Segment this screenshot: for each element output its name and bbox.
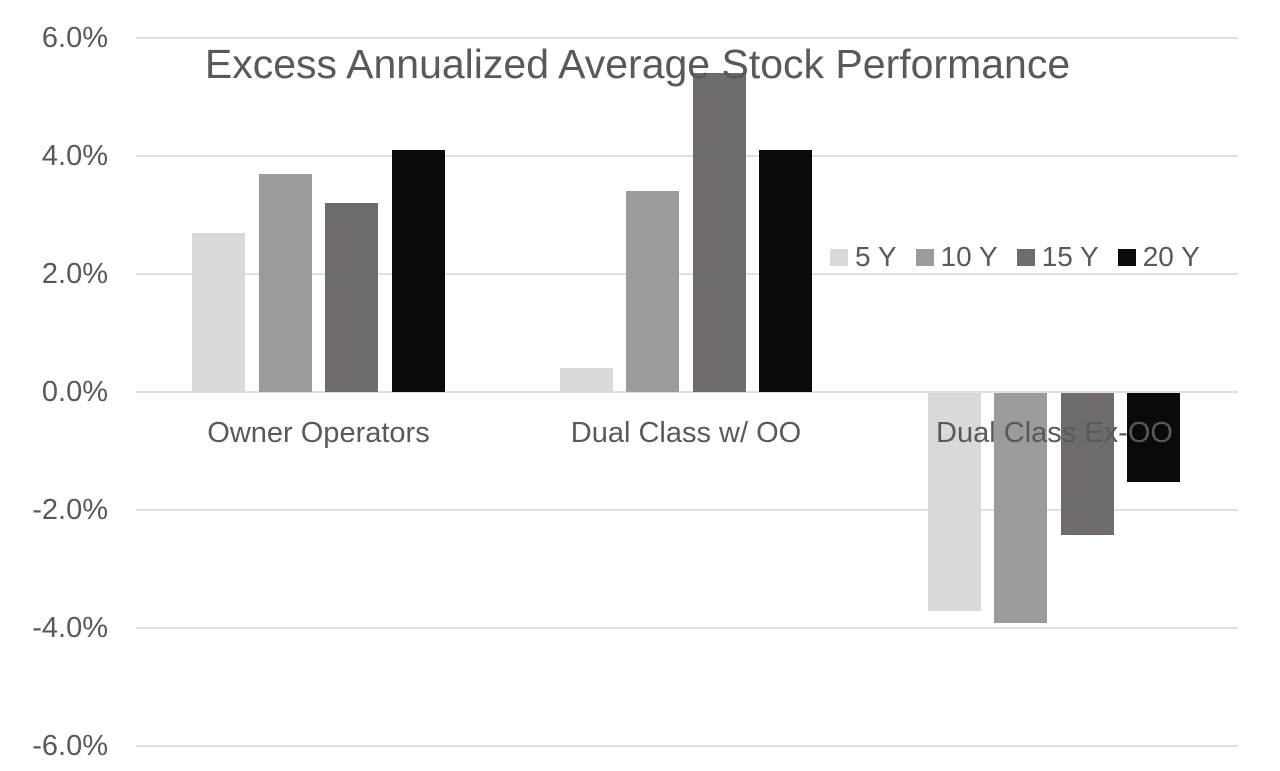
gridline-6-0 (136, 745, 1238, 747)
bar-20-y-owner-operators (391, 150, 445, 392)
legend-item-15-y: 15 Y (1016, 241, 1099, 272)
legend-swatch-10-y-icon (915, 248, 934, 266)
gridline-0-0 (136, 391, 1238, 393)
bar-20-y-dual-class-ex-oo (1127, 393, 1180, 482)
bar-15-y-owner-operators (325, 203, 378, 392)
y-tick-label-6-0: -6.0% (32, 730, 108, 762)
y-tick-label-4-0: -4.0% (32, 612, 108, 644)
legend-label-15-y: 15 Y (1041, 241, 1099, 272)
category-label-dual-class-ex-oo: Dual Class Ex-OO (936, 417, 1173, 449)
bar-10-y-dual-class-ex-oo (994, 393, 1047, 624)
bar-5-y-dual-class-ex-oo (927, 393, 981, 612)
legend-swatch-5-y-icon (830, 248, 848, 266)
y-tick-label-4-0: 4.0% (41, 140, 108, 172)
bar-5-y-dual-class-w-oo (559, 368, 613, 392)
legend-label-20-y: 20 Y (1142, 241, 1200, 272)
legend-item-5-y: 5 Y (830, 242, 897, 272)
y-tick-label-2-0: 2.0% (41, 258, 108, 290)
gridline-2-0 (136, 509, 1238, 511)
gridline-6-0 (136, 37, 1238, 39)
gridline-4-0 (136, 627, 1238, 629)
gridline-4-0 (136, 155, 1238, 157)
gridline-2-0 (136, 273, 1238, 275)
y-tick-label-2-0: -2.0% (32, 494, 108, 526)
legend-swatch-20-y-icon (1117, 248, 1136, 266)
y-tick-label-0-0: 0.0% (41, 376, 108, 408)
category-label-dual-class-w-oo: Dual Class w/ OO (570, 417, 802, 449)
bar-15-y-dual-class-ex-oo (1060, 393, 1114, 535)
legend-item-10-y: 10 Y (915, 241, 998, 272)
legend-item-20-y: 20 Y (1117, 241, 1200, 272)
bar-10-y-owner-operators (258, 173, 312, 392)
chart-title: Excess Annualized Average Stock Performa… (204, 41, 1071, 87)
legend-swatch-15-y-icon (1016, 248, 1035, 266)
bar-20-y-dual-class-w-oo (759, 150, 812, 392)
legend-label-10-y: 10 Y (940, 241, 998, 272)
legend: 5 Y 10 Y 15 Y 20 Y (830, 242, 1200, 272)
bar-15-y-dual-class-w-oo (692, 73, 746, 392)
bar-10-y-dual-class-w-oo (626, 191, 679, 392)
category-label-owner-operators: Owner Operators (207, 417, 430, 449)
legend-label-5-y: 5 Y (855, 241, 897, 272)
y-tick-label-6-0: 6.0% (41, 22, 108, 54)
bar-5-y-owner-operators (192, 232, 245, 392)
